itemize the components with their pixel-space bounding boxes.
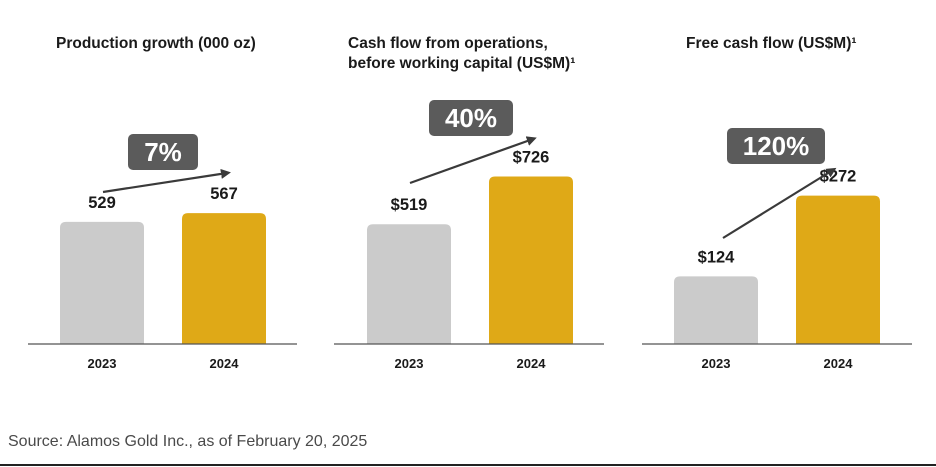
source-note: Source: Alamos Gold Inc., as of February… — [8, 433, 368, 450]
chart-3-category-label-2023: 2023 — [702, 356, 731, 371]
chart-2-growth-label: 40% — [445, 103, 497, 133]
chart-1-bar-2024 — [182, 213, 266, 344]
charts-area: 529 2023 567 2024 7% $519 2023 $726 2024 40% $124 2… — [28, 100, 912, 371]
chart-2-bar-2024 — [489, 176, 573, 344]
chart-2-value-label-2024: $726 — [513, 148, 550, 166]
chart-3-growth-arrow — [722, 167, 837, 239]
chart-1-value-label-2024: 567 — [210, 185, 238, 203]
chart-3-value-label-2024: $272 — [820, 168, 857, 186]
chart-2-title-line-2: before working capital (US$M)¹ — [348, 55, 576, 72]
chart-1-growth-badge — [128, 134, 198, 170]
chart-3-value-label-2023: $124 — [698, 248, 736, 266]
chart-2-title: Cash flow from operations, before workin… — [348, 34, 575, 74]
chart-3-title: Free cash flow (US$M)¹ — [686, 35, 857, 52]
bottom-divider — [0, 464, 936, 466]
chart-3: $124 2023 $272 2024 120% — [642, 128, 912, 371]
chart-3-growth-label: 120% — [743, 131, 810, 161]
chart-3-category-label-2024: 2024 — [824, 356, 854, 371]
chart-2-bar-2023 — [367, 224, 451, 344]
chart-1-title: Production growth (000 oz) — [56, 35, 256, 52]
chart-3-growth-badge — [727, 128, 825, 164]
chart-2-title-line-1: Cash flow from operations, — [348, 35, 548, 52]
chart-1-category-label-2023: 2023 — [88, 356, 117, 371]
chart-3-bar-2023 — [674, 276, 758, 344]
chart-2-category-label-2024: 2024 — [517, 356, 547, 371]
chart-2-growth-arrow — [409, 136, 537, 185]
chart-1-value-label-2023: 529 — [88, 194, 116, 212]
chart-2-category-label-2023: 2023 — [395, 356, 424, 371]
chart-1: 529 2023 567 2024 7% — [28, 134, 297, 371]
chart-1-category-label-2024: 2024 — [210, 356, 240, 371]
chart-3-bar-2024 — [796, 195, 880, 344]
chart-1-bar-2023 — [60, 221, 144, 344]
chart-2-value-label-2023: $519 — [391, 196, 428, 214]
chart-1-growth-label: 7% — [144, 137, 182, 167]
chart-2: $519 2023 $726 2024 40% — [334, 100, 604, 371]
chart-2-growth-badge — [429, 100, 513, 136]
chart-1-growth-arrow — [102, 168, 231, 194]
